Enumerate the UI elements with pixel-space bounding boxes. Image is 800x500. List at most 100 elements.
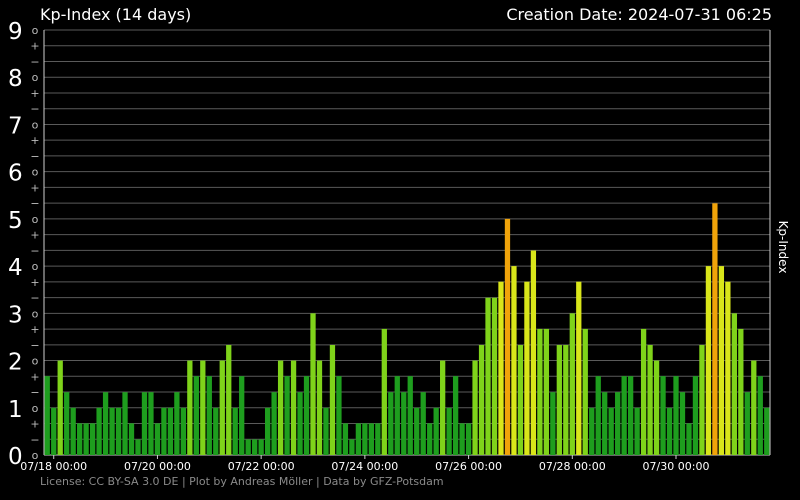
y-minor-label: +	[30, 418, 39, 431]
x-tick-label: 07/28 00:00	[539, 460, 606, 473]
kp-bar	[407, 376, 413, 455]
kp-bar	[731, 313, 737, 455]
kp-bar	[264, 407, 271, 455]
kp-bar	[485, 297, 491, 455]
y-minor-label: +	[30, 181, 39, 194]
kp-bar	[666, 407, 673, 455]
kp-bar	[679, 392, 686, 455]
y-minor-label: −	[30, 339, 39, 352]
kp-bar	[589, 407, 595, 455]
kp-bar	[252, 439, 258, 455]
kp-bar	[478, 344, 485, 455]
kp-bar	[543, 328, 550, 455]
kp-bar	[491, 297, 498, 455]
kp-bar	[640, 328, 647, 455]
y-minor-label: −	[30, 292, 39, 305]
kp-bar	[368, 423, 374, 455]
y-tick-label: 4	[8, 255, 23, 281]
kp-bar	[621, 376, 627, 455]
kp-bar	[511, 266, 517, 455]
kp-bar	[245, 439, 251, 455]
y-minor-label: o	[32, 449, 39, 462]
kp-bar	[51, 407, 57, 455]
kp-bar	[375, 423, 381, 455]
kp-bar	[718, 266, 725, 455]
kp-bar	[647, 344, 653, 455]
kp-bar	[174, 392, 180, 455]
kp-bar	[323, 407, 329, 455]
y-tick-label: 2	[8, 350, 23, 376]
y-minor-label: −	[30, 386, 39, 399]
kp-bar	[634, 407, 640, 455]
x-tick-label: 07/24 00:00	[331, 460, 398, 473]
y-minor-label: +	[30, 323, 39, 336]
y-minor-label: o	[32, 118, 39, 131]
kp-bar	[660, 376, 666, 455]
kp-bar	[329, 344, 336, 455]
kp-bar	[161, 407, 167, 455]
kp-bar	[524, 281, 530, 455]
kp-bar	[608, 407, 614, 455]
kp-bar	[64, 392, 70, 455]
y-tick-label: 9	[8, 19, 23, 45]
y-tick-label: 1	[8, 397, 23, 423]
kp-bar	[394, 376, 400, 455]
kp-bar	[751, 360, 757, 455]
kp-bar	[757, 376, 763, 455]
kp-bar	[764, 407, 770, 455]
y-minor-label: o	[32, 24, 39, 37]
kp-bar	[193, 376, 199, 455]
x-tick-label: 07/22 00:00	[228, 460, 295, 473]
kp-bar	[595, 376, 601, 455]
kp-bar	[446, 407, 452, 455]
y-tick-label: 7	[8, 113, 23, 139]
kp-bar	[686, 423, 692, 455]
kp-bar	[692, 376, 699, 455]
y-minor-label: o	[32, 71, 39, 84]
kp-bar	[102, 392, 109, 455]
y-minor-label: o	[32, 166, 39, 179]
kp-bar	[459, 423, 465, 455]
kp-bar	[70, 407, 76, 455]
kp-bar	[627, 376, 634, 455]
y-minor-label: −	[30, 55, 39, 68]
y-minor-label: +	[30, 40, 39, 53]
kp-bar	[517, 344, 524, 455]
kp-bar	[465, 423, 472, 455]
y-minor-label: −	[30, 103, 39, 116]
y-tick-label: 6	[8, 161, 23, 187]
kp-bar	[615, 392, 621, 455]
y-minor-label: +	[30, 229, 39, 242]
kp-bar	[712, 203, 718, 455]
kp-bar	[556, 344, 562, 455]
x-tick-label: 07/18 00:00	[20, 460, 87, 473]
kp-bar	[141, 392, 148, 455]
y-minor-label: o	[32, 307, 39, 320]
kp-bar	[563, 344, 569, 455]
kp-bar	[336, 376, 342, 455]
y-tick-label: 5	[8, 208, 23, 234]
kp-bar	[180, 407, 187, 455]
y-minor-label: o	[32, 260, 39, 273]
y-minor-label: +	[30, 87, 39, 100]
kp-bar	[673, 376, 679, 455]
kp-bar	[226, 344, 232, 455]
kp-bar	[89, 423, 96, 455]
kp-bar	[277, 360, 284, 455]
kp-bar	[77, 423, 83, 455]
kp-bar	[427, 423, 433, 455]
kp-bar	[206, 376, 212, 455]
kp-bar	[258, 439, 264, 455]
kp-bar	[122, 392, 128, 455]
y-tick-label: 0	[8, 444, 23, 470]
kp-bar	[440, 360, 446, 455]
kp-bar	[420, 392, 426, 455]
y-minor-label: −	[30, 197, 39, 210]
kp-bar	[109, 407, 115, 455]
kp-bar	[576, 281, 582, 455]
kp-bar	[582, 328, 588, 455]
kp-bar	[290, 360, 297, 455]
license-footer: License: CC BY-SA 3.0 DE | Plot by Andre…	[40, 475, 444, 488]
kp-bar	[725, 281, 731, 455]
